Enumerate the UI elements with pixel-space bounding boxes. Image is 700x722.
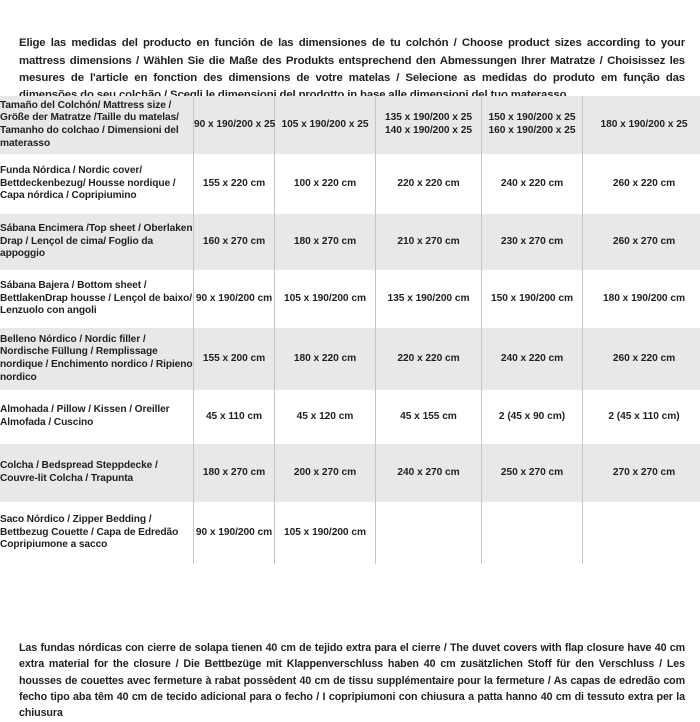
row-label-nordic-cover: Funda Nórdica / Nordic cover/ Bettdecken… [0,154,194,214]
cell-pillow-col-1: 45 x 110 cm [194,390,275,444]
cell-top-sheet-col-4: 230 x 270 cm [482,214,583,270]
header-size-col-4: 150 x 190/200 x 25 160 x 190/200 x 25 [482,96,583,154]
cell-nordic-filler-col-3: 220 x 220 cm [376,328,482,390]
header-size-col-1-line-1: 90 x 190/200 x 25 [194,119,274,132]
cell-bedspread-col-3: 240 x 270 cm [376,444,482,502]
row-label-nordic-filler: Belleno Nórdico / Nordic filler / Nordis… [0,328,194,390]
cell-nordic-filler-col-2: 180 x 220 cm [275,328,376,390]
cell-pillow-col-3: 45 x 155 cm [376,390,482,444]
table-row: Saco Nórdico / Zipper Bedding / Bettbezu… [0,502,700,564]
header-size-col-3-line-1: 135 x 190/200 x 25 [376,112,481,125]
cell-bottom-sheet-col-4: 150 x 190/200 cm [482,270,583,328]
cell-top-sheet-col-1: 160 x 270 cm [194,214,275,270]
header-size-col-3-line-2: 140 x 190/200 x 25 [376,125,481,138]
cell-nordic-filler-col-4: 240 x 220 cm [482,328,583,390]
table-body: Tamaño del Colchón/ Mattress size / Größ… [0,96,700,564]
table-header-row: Tamaño del Colchón/ Mattress size / Größ… [0,96,700,154]
table-row: Funda Nórdica / Nordic cover/ Bettdecken… [0,154,700,214]
cell-zipper-bedding-col-5 [583,502,700,564]
cell-bottom-sheet-col-1: 90 x 190/200 cm [194,270,275,328]
cell-bedspread-col-4: 250 x 270 cm [482,444,583,502]
cell-zipper-bedding-col-2: 105 x 190/200 cm [275,502,376,564]
header-size-col-5: 180 x 190/200 x 25 [583,96,700,154]
cell-bedspread-col-1: 180 x 270 cm [194,444,275,502]
cell-nordic-filler-col-5: 260 x 220 cm [583,328,700,390]
cell-zipper-bedding-col-3 [376,502,482,564]
row-label-top-sheet: Sábana Encimera /Top sheet / Oberlaken D… [0,214,194,270]
cell-pillow-col-2: 45 x 120 cm [275,390,376,444]
table-row: Colcha / Bedspread Steppdecke / Couvre-l… [0,444,700,502]
header-size-col-2-line-1: 105 x 190/200 x 25 [275,119,375,132]
header-size-col-2: 105 x 190/200 x 25 [275,96,376,154]
cell-nordic-cover-col-4: 240 x 220 cm [482,154,583,214]
cell-bottom-sheet-col-3: 135 x 190/200 cm [376,270,482,328]
table-row: Almohada / Pillow / Kissen / Oreiller Al… [0,390,700,444]
cell-nordic-cover-col-2: 100 x 220 cm [275,154,376,214]
table-row: Sábana Bajera / Bottom sheet / Bettlaken… [0,270,700,328]
cell-nordic-filler-col-1: 155 x 200 cm [194,328,275,390]
cell-zipper-bedding-col-1: 90 x 190/200 cm [194,502,275,564]
cell-top-sheet-col-3: 210 x 270 cm [376,214,482,270]
cell-bedspread-col-2: 200 x 270 cm [275,444,376,502]
row-label-zipper-bedding: Saco Nórdico / Zipper Bedding / Bettbezu… [0,502,194,564]
table-row: Sábana Encimera /Top sheet / Oberlaken D… [0,214,700,270]
cell-nordic-cover-col-3: 220 x 220 cm [376,154,482,214]
cell-nordic-cover-col-5: 260 x 220 cm [583,154,700,214]
header-size-col-5-line-1: 180 x 190/200 x 25 [583,119,700,132]
cell-top-sheet-col-2: 180 x 270 cm [275,214,376,270]
row-label-bottom-sheet: Sábana Bajera / Bottom sheet / Bettlaken… [0,270,194,328]
row-label-bedspread: Colcha / Bedspread Steppdecke / Couvre-l… [0,444,194,502]
size-guide-page: Elige las medidas del producto en funció… [0,0,700,700]
table-row: Belleno Nórdico / Nordic filler / Nordis… [0,328,700,390]
cell-nordic-cover-col-1: 155 x 220 cm [194,154,275,214]
header-size-col-3: 135 x 190/200 x 25 140 x 190/200 x 25 [376,96,482,154]
intro-paragraph: Elige las medidas del producto en funció… [19,35,685,104]
cell-pillow-col-5: 2 (45 x 110 cm) [583,390,700,444]
cell-pillow-col-4: 2 (45 x 90 cm) [482,390,583,444]
cell-bedspread-col-5: 270 x 270 cm [583,444,700,502]
mattress-size-table: Tamaño del Colchón/ Mattress size / Größ… [0,96,700,564]
cell-bottom-sheet-col-5: 180 x 190/200 cm [583,270,700,328]
cell-top-sheet-col-5: 260 x 270 cm [583,214,700,270]
cell-bottom-sheet-col-2: 105 x 190/200 cm [275,270,376,328]
header-size-col-1: 90 x 190/200 x 25 [194,96,275,154]
header-size-col-4-line-1: 150 x 190/200 x 25 [482,112,582,125]
header-size-col-4-line-2: 160 x 190/200 x 25 [482,125,582,138]
header-label-cell: Tamaño del Colchón/ Mattress size / Größ… [0,96,194,154]
cell-zipper-bedding-col-4 [482,502,583,564]
row-label-pillow: Almohada / Pillow / Kissen / Oreiller Al… [0,390,194,444]
footnote-paragraph: Las fundas nórdicas con cierre de solapa… [19,640,685,722]
